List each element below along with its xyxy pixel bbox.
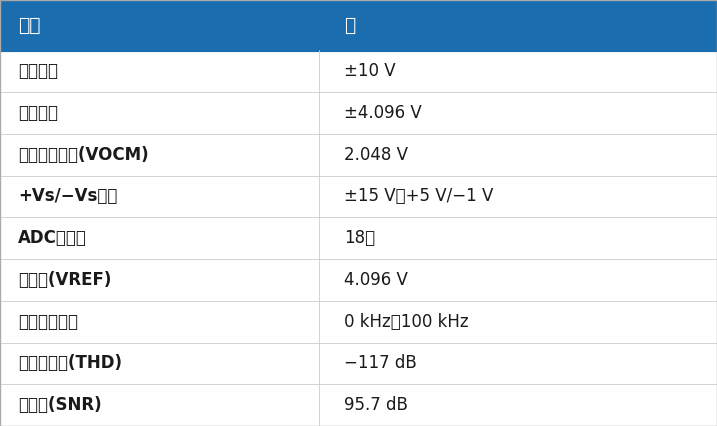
Bar (0, 134, 717, 176)
Text: 0 kHz至100 kHz: 0 kHz至100 kHz (344, 313, 469, 331)
Text: +Vs/−Vs电源: +Vs/−Vs电源 (18, 187, 118, 205)
Text: 4.096 V: 4.096 V (344, 271, 408, 289)
Text: 95.7 dB: 95.7 dB (344, 396, 408, 414)
Bar (0, 217, 717, 259)
Text: 总谐波失真(THD): 总谐波失真(THD) (18, 354, 122, 372)
Bar (0, 343, 717, 384)
Text: ADC全差分: ADC全差分 (18, 229, 87, 247)
Text: 输入频率范围: 输入频率范围 (18, 313, 78, 331)
Text: ±4.096 V: ±4.096 V (344, 104, 422, 122)
Text: ±15 V、+5 V/−1 V: ±15 V、+5 V/−1 V (344, 187, 493, 205)
Text: 18位: 18位 (344, 229, 375, 247)
Text: 输入差分: 输入差分 (18, 62, 58, 80)
Bar (0, 0, 717, 50)
Bar (0, 259, 717, 301)
Text: 输出差分: 输出差分 (18, 104, 58, 122)
Text: 值: 值 (344, 16, 356, 35)
Text: 参数: 参数 (18, 16, 40, 35)
Text: 信噪比(SNR): 信噪比(SNR) (18, 396, 102, 414)
Bar (0, 301, 717, 343)
Text: ±10 V: ±10 V (344, 62, 396, 80)
Text: 准电压(VREF): 准电压(VREF) (18, 271, 111, 289)
Text: 输出共模电压(VOCM): 输出共模电压(VOCM) (18, 146, 148, 164)
Text: 2.048 V: 2.048 V (344, 146, 408, 164)
Bar (0, 50, 717, 92)
Bar (0, 92, 717, 134)
Text: −117 dB: −117 dB (344, 354, 417, 372)
Bar (0, 176, 717, 217)
Bar (0, 384, 717, 426)
